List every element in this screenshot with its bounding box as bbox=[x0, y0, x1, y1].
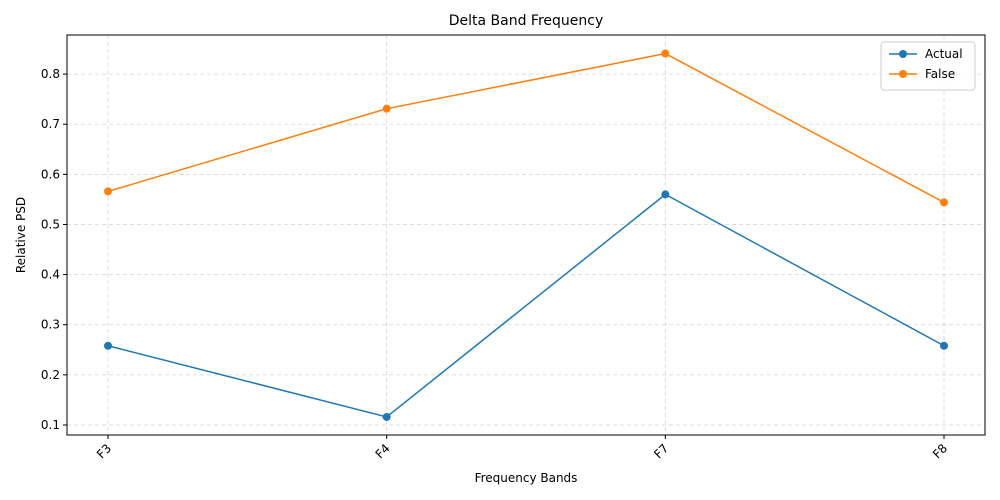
series-false bbox=[104, 49, 948, 207]
legend-label: False bbox=[925, 67, 955, 81]
series-line bbox=[107, 52, 945, 204]
y-axis-ticks: 0.1 0.2 0.3 0.4 0.5 0.6 0.7 0.8 bbox=[41, 67, 67, 432]
y-tick-label: 0.7 bbox=[41, 117, 60, 131]
legend-swatch-marker bbox=[899, 70, 907, 78]
legend: Actual False bbox=[880, 41, 976, 91]
data-point bbox=[940, 341, 948, 350]
data-point bbox=[104, 187, 112, 196]
data-point bbox=[661, 49, 670, 58]
data-point bbox=[940, 198, 948, 207]
y-tick-label: 0.4 bbox=[41, 268, 60, 282]
series-actual bbox=[104, 190, 948, 421]
y-tick-label: 0.1 bbox=[41, 418, 60, 432]
data-point bbox=[104, 341, 112, 350]
grid-lines bbox=[67, 35, 985, 435]
y-tick-label: 0.6 bbox=[41, 167, 60, 181]
y-tick-label: 0.2 bbox=[41, 368, 60, 382]
y-tick-label: 0.3 bbox=[41, 318, 60, 332]
series-line bbox=[107, 193, 945, 418]
y-tick-label: 0.5 bbox=[41, 217, 60, 231]
data-point bbox=[382, 104, 391, 113]
legend-label: Actual bbox=[925, 47, 963, 61]
plot-frame bbox=[66, 34, 986, 436]
series-group bbox=[104, 49, 948, 421]
legend-swatch-marker bbox=[899, 50, 907, 58]
data-point bbox=[661, 190, 670, 199]
data-point bbox=[382, 412, 391, 421]
chart-title: Delta Band Frequency bbox=[449, 13, 604, 29]
y-tick-label: 0.8 bbox=[41, 67, 60, 81]
x-axis-label: Frequency Bands bbox=[475, 471, 578, 485]
y-axis-label: Relative PSD bbox=[14, 197, 28, 273]
